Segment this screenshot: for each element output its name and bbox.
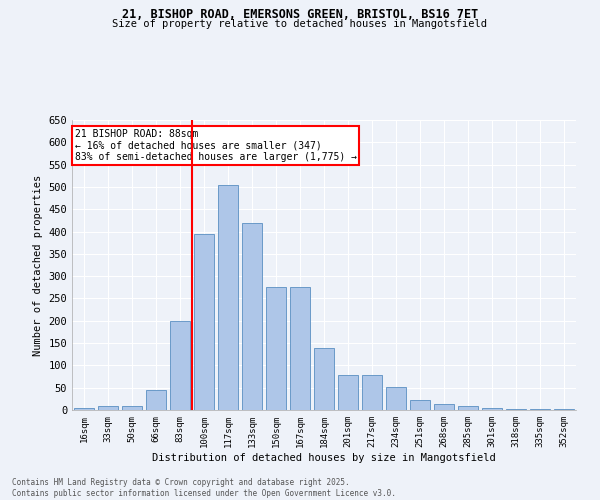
Bar [458,406,478,410]
Bar [146,390,166,410]
Bar [218,184,238,410]
Bar [434,404,454,410]
Bar [362,375,382,410]
Bar [338,375,358,410]
Bar [266,288,286,410]
Text: 21, BISHOP ROAD, EMERSONS GREEN, BRISTOL, BS16 7ET: 21, BISHOP ROAD, EMERSONS GREEN, BRISTOL… [122,8,478,20]
Text: Size of property relative to detached houses in Mangotsfield: Size of property relative to detached ho… [113,19,487,29]
Bar [242,222,262,410]
Bar [554,409,574,410]
Bar [506,408,526,410]
Bar [410,400,430,410]
Bar [74,408,94,410]
Bar [122,406,142,410]
Bar [98,406,118,410]
Text: 21 BISHOP ROAD: 88sqm
← 16% of detached houses are smaller (347)
83% of semi-det: 21 BISHOP ROAD: 88sqm ← 16% of detached … [74,128,356,162]
Bar [530,408,550,410]
Bar [314,348,334,410]
Text: Contains HM Land Registry data © Crown copyright and database right 2025.
Contai: Contains HM Land Registry data © Crown c… [12,478,396,498]
Bar [170,321,190,410]
Bar [386,387,406,410]
Bar [290,288,310,410]
Bar [194,234,214,410]
Y-axis label: Number of detached properties: Number of detached properties [33,174,43,356]
Bar [482,408,502,410]
X-axis label: Distribution of detached houses by size in Mangotsfield: Distribution of detached houses by size … [152,452,496,462]
